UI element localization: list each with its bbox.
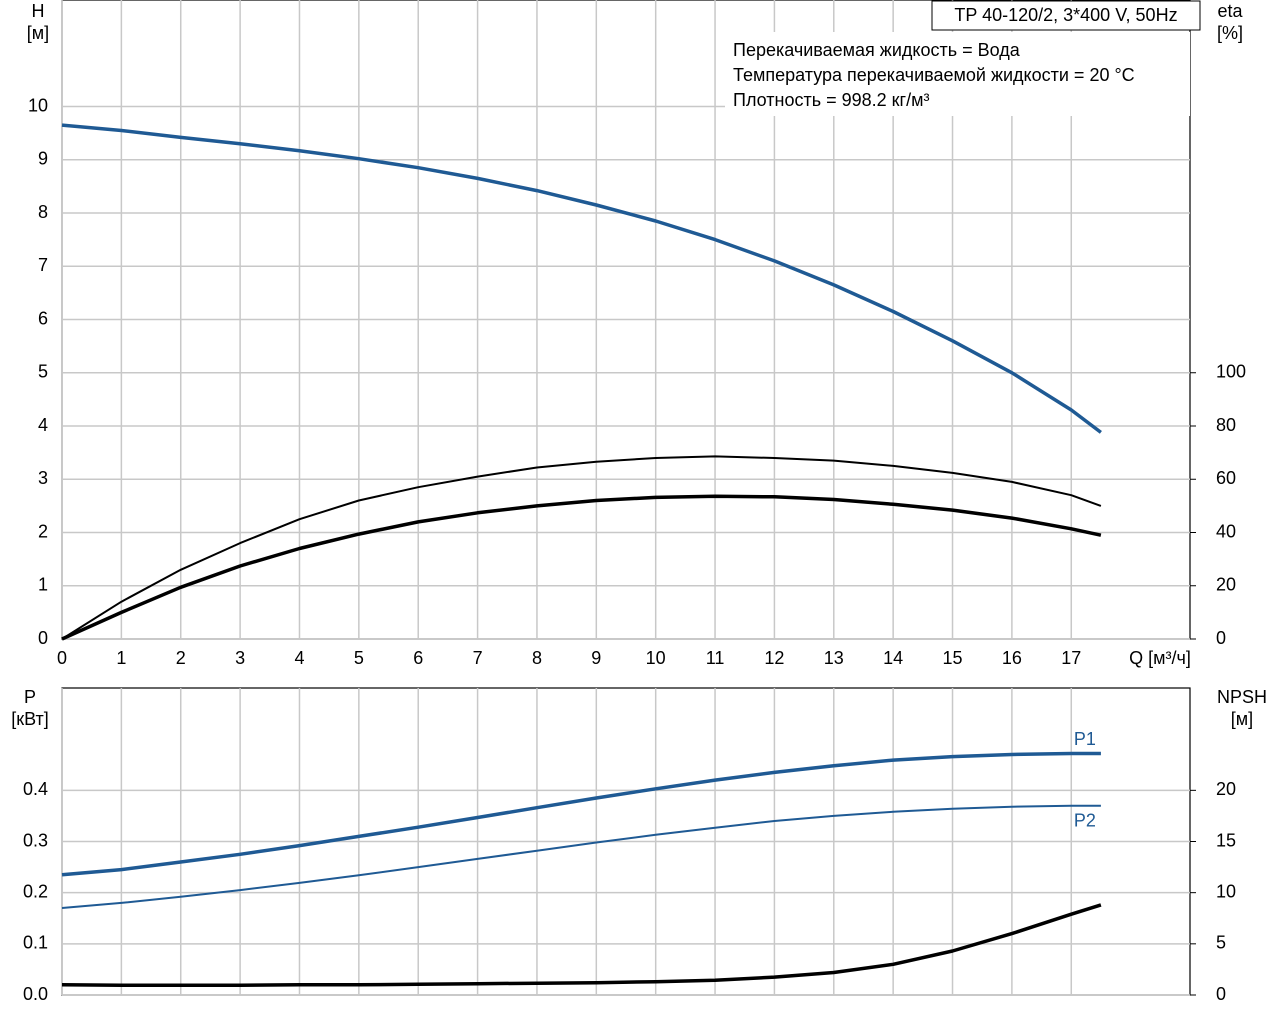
series-line: [61, 455, 1102, 640]
chart-title: TP 40-120/2, 3*400 V, 50Hz: [954, 5, 1177, 25]
y-axis-label: H: [32, 1, 45, 21]
x-tick-label: 11: [706, 648, 725, 668]
info-text: Температура перекачиваемой жидкости = 20…: [733, 65, 1135, 85]
y-tick-label: 7: [38, 255, 48, 275]
x-axis-label: Q [м³/ч]: [1129, 648, 1191, 668]
series-line: [61, 751, 1101, 877]
y2-axis-label: [м]: [1231, 709, 1253, 729]
x-tick-label: 1: [116, 648, 126, 668]
y-tick-label: 2: [38, 521, 48, 541]
y-tick-label: 6: [38, 308, 48, 328]
y-tick-label: 0.1: [23, 933, 48, 953]
y-tick-label: 4: [38, 415, 48, 435]
y-axis-label: [м]: [27, 23, 49, 43]
y-tick-label: 0: [38, 628, 48, 648]
y2-tick-label: 0: [1216, 628, 1226, 648]
series-line: [61, 494, 1102, 641]
x-tick-label: 7: [473, 648, 483, 668]
series-line: [61, 123, 1102, 434]
y-tick-label: 10: [28, 95, 48, 115]
y-tick-label: 3: [38, 468, 48, 488]
y2-tick-label: 5: [1216, 933, 1226, 953]
series-line: [61, 804, 1101, 909]
x-tick-label: 14: [883, 648, 903, 668]
y2-tick-label: 10: [1216, 881, 1236, 901]
y-tick-label: 0.2: [23, 881, 48, 901]
y2-axis-label: NPSH: [1217, 687, 1267, 707]
y2-tick-label: 100: [1216, 362, 1246, 382]
y-tick-label: 5: [38, 362, 48, 382]
x-tick-label: 4: [294, 648, 304, 668]
y2-tick-label: 80: [1216, 415, 1236, 435]
y2-tick-label: 60: [1216, 468, 1236, 488]
y-axis-label: P: [24, 687, 36, 707]
x-tick-label: 2: [176, 648, 186, 668]
y2-tick-label: 15: [1216, 830, 1236, 850]
y2-tick-label: 40: [1216, 521, 1236, 541]
y-tick-label: 0.3: [23, 830, 48, 850]
x-tick-label: 3: [235, 648, 245, 668]
y-tick-label: 0.4: [23, 779, 48, 799]
x-tick-label: 9: [591, 648, 601, 668]
info-text: Плотность = 998.2 кг/м³: [733, 90, 929, 110]
series-label: P2: [1074, 810, 1096, 830]
info-text: Перекачиваемая жидкость = Вода: [733, 40, 1021, 60]
y2-tick-label: 20: [1216, 575, 1236, 595]
y-axis-label: [кВт]: [11, 709, 49, 729]
x-tick-label: 6: [413, 648, 423, 668]
x-tick-label: 0: [57, 648, 67, 668]
y-tick-label: 0.0: [23, 984, 48, 1004]
info-box: [725, 32, 1190, 116]
x-tick-label: 12: [764, 648, 784, 668]
x-tick-label: 16: [1002, 648, 1022, 668]
x-tick-label: 17: [1061, 648, 1081, 668]
x-tick-label: 13: [824, 648, 844, 668]
y-tick-label: 8: [38, 202, 48, 222]
y-tick-label: 9: [38, 149, 48, 169]
x-tick-label: 15: [943, 648, 963, 668]
y2-tick-label: 0: [1216, 984, 1226, 1004]
series-label: P1: [1074, 729, 1096, 749]
x-tick-label: 10: [646, 648, 666, 668]
title-box: [931, 0, 1201, 31]
y2-tick-label: 20: [1216, 779, 1236, 799]
y2-axis-label: eta: [1217, 1, 1243, 21]
x-tick-label: 5: [354, 648, 364, 668]
y2-axis-label: [%]: [1217, 23, 1243, 43]
x-tick-label: 8: [532, 648, 542, 668]
y-tick-label: 1: [38, 575, 48, 595]
series-line: [61, 903, 1102, 988]
